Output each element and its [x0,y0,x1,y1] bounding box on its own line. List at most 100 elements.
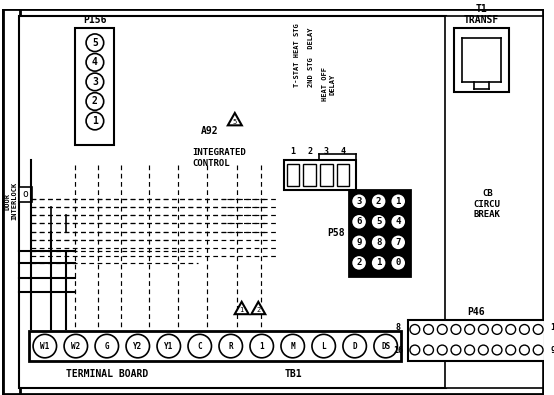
Text: 7: 7 [396,238,401,247]
Text: 1: 1 [92,116,98,126]
Circle shape [86,34,104,52]
Text: 9: 9 [356,238,362,247]
Bar [284,160,356,190]
Bar [286,164,299,186]
Bar [3,9,19,394]
Circle shape [520,345,529,355]
Text: TB1: TB1 [285,369,302,378]
Text: A92: A92 [201,126,218,136]
Circle shape [64,334,88,358]
Circle shape [250,334,274,358]
Circle shape [86,73,104,91]
Text: Y2: Y2 [133,342,142,351]
Circle shape [410,325,420,334]
Circle shape [351,214,367,229]
Text: P58: P58 [327,228,345,237]
Circle shape [437,325,447,334]
Text: 6: 6 [356,217,362,226]
Circle shape [351,194,367,209]
Text: DS: DS [381,342,390,351]
Bar [29,331,401,361]
Circle shape [371,214,387,229]
Text: 16: 16 [393,346,403,356]
Text: L: L [321,342,326,351]
Circle shape [351,235,367,250]
Circle shape [374,334,397,358]
Circle shape [86,93,104,110]
Text: P156: P156 [83,15,107,25]
Circle shape [86,112,104,130]
Circle shape [391,235,406,250]
Circle shape [479,325,488,334]
Text: 5: 5 [233,118,237,124]
Text: 2: 2 [256,307,260,313]
Text: 8: 8 [396,323,401,332]
Circle shape [492,325,502,334]
Text: INTEGRATED
CONTROL: INTEGRATED CONTROL [193,149,247,168]
Circle shape [424,345,433,355]
Text: 9: 9 [550,346,554,356]
Circle shape [371,235,387,250]
Circle shape [391,255,406,271]
Text: Y1: Y1 [164,342,173,351]
Text: DOOR
INTERLOCK: DOOR INTERLOCK [4,182,17,220]
Circle shape [371,255,387,271]
Polygon shape [228,113,242,125]
Text: o: o [23,190,28,199]
Circle shape [492,345,502,355]
Circle shape [126,334,150,358]
Bar [337,164,350,186]
Bar [445,16,543,388]
Circle shape [479,345,488,355]
Text: 1: 1 [396,197,401,206]
Bar [19,186,32,202]
Text: G: G [105,342,109,351]
Text: 1: 1 [290,147,295,156]
Bar [350,190,410,276]
Text: W1: W1 [40,342,49,351]
Circle shape [465,345,475,355]
Bar [454,28,509,92]
Text: HEAT OFF
DELAY: HEAT OFF DELAY [322,68,335,102]
Circle shape [520,325,529,334]
Text: TERMINAL BOARD: TERMINAL BOARD [66,369,148,378]
Text: 1: 1 [239,307,244,313]
Circle shape [391,214,406,229]
Circle shape [157,334,181,358]
Text: 2ND STG  DELAY: 2ND STG DELAY [308,27,314,87]
Text: 4: 4 [92,57,98,67]
Text: 4: 4 [396,217,401,226]
Text: 3: 3 [324,147,329,156]
Text: P46: P46 [468,307,485,317]
Text: 5: 5 [376,217,381,226]
Text: 2: 2 [376,197,381,206]
Circle shape [351,255,367,271]
Text: 1: 1 [376,258,381,267]
Circle shape [451,325,461,334]
Text: W2: W2 [71,342,80,351]
Circle shape [506,325,516,334]
Bar [303,164,316,186]
Text: CB
CIRCU
BREAK: CB CIRCU BREAK [474,189,501,219]
Text: D: D [352,342,357,351]
Bar [19,16,446,388]
Circle shape [410,345,420,355]
Circle shape [437,345,447,355]
Circle shape [424,325,433,334]
Bar [320,164,332,186]
Text: R: R [228,342,233,351]
Circle shape [188,334,212,358]
Text: 2: 2 [92,96,98,107]
Polygon shape [252,302,265,314]
Text: 3: 3 [356,197,362,206]
Circle shape [506,345,516,355]
Circle shape [391,194,406,209]
Circle shape [86,53,104,71]
Circle shape [371,194,387,209]
Circle shape [534,325,543,334]
Circle shape [343,334,366,358]
Bar [75,28,115,145]
Text: 2: 2 [307,147,312,156]
Text: 1: 1 [259,342,264,351]
Text: 5: 5 [92,38,98,48]
